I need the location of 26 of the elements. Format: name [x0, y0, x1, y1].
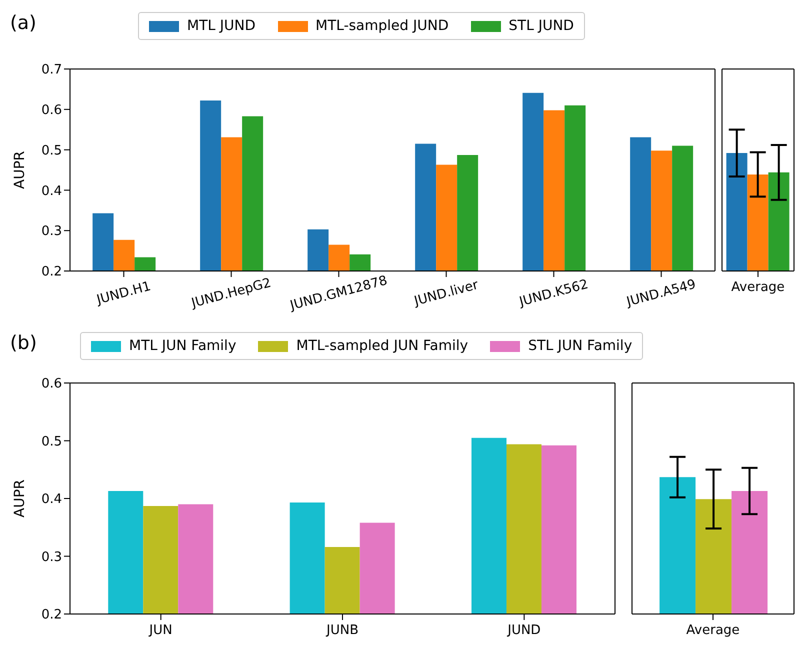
- chart-title: (b): [10, 332, 37, 354]
- legend-label: MTL-sampled JUN Family: [296, 338, 468, 354]
- legend-label: MTL-sampled JUND: [316, 18, 449, 34]
- y-tick-label: 0.4: [41, 184, 62, 199]
- y-tick-label: 0.5: [41, 434, 62, 450]
- y-tick-label: 0.5: [41, 143, 62, 158]
- x-tick-label: JUNB: [326, 623, 358, 638]
- y-tick-label: 0.4: [41, 492, 62, 508]
- y-tick-label: 0.3: [41, 550, 62, 565]
- x-tick-label: Average: [731, 280, 785, 295]
- y-tick-label: 0.2: [41, 264, 62, 280]
- legend-label: STL JUND: [508, 18, 574, 34]
- x-tick-label: Average: [686, 623, 740, 638]
- chart-title: (a): [10, 12, 36, 34]
- y-axis-title: AUPR: [12, 479, 28, 518]
- y-axis-title: AUPR: [12, 150, 28, 189]
- y-tick-label: 0.6: [41, 376, 62, 392]
- y-tick-label: 0.3: [41, 224, 62, 240]
- x-tick-label: JUN: [148, 623, 172, 638]
- legend-label: STL JUN Family: [528, 338, 632, 354]
- x-tick-label: JUND: [506, 623, 541, 638]
- y-tick-label: 0.6: [41, 103, 62, 118]
- legend-label: MTL JUN Family: [129, 338, 236, 354]
- legend-label: MTL JUND: [187, 18, 256, 34]
- y-tick-label: 0.2: [41, 608, 62, 623]
- y-tick-label: 0.7: [41, 62, 62, 78]
